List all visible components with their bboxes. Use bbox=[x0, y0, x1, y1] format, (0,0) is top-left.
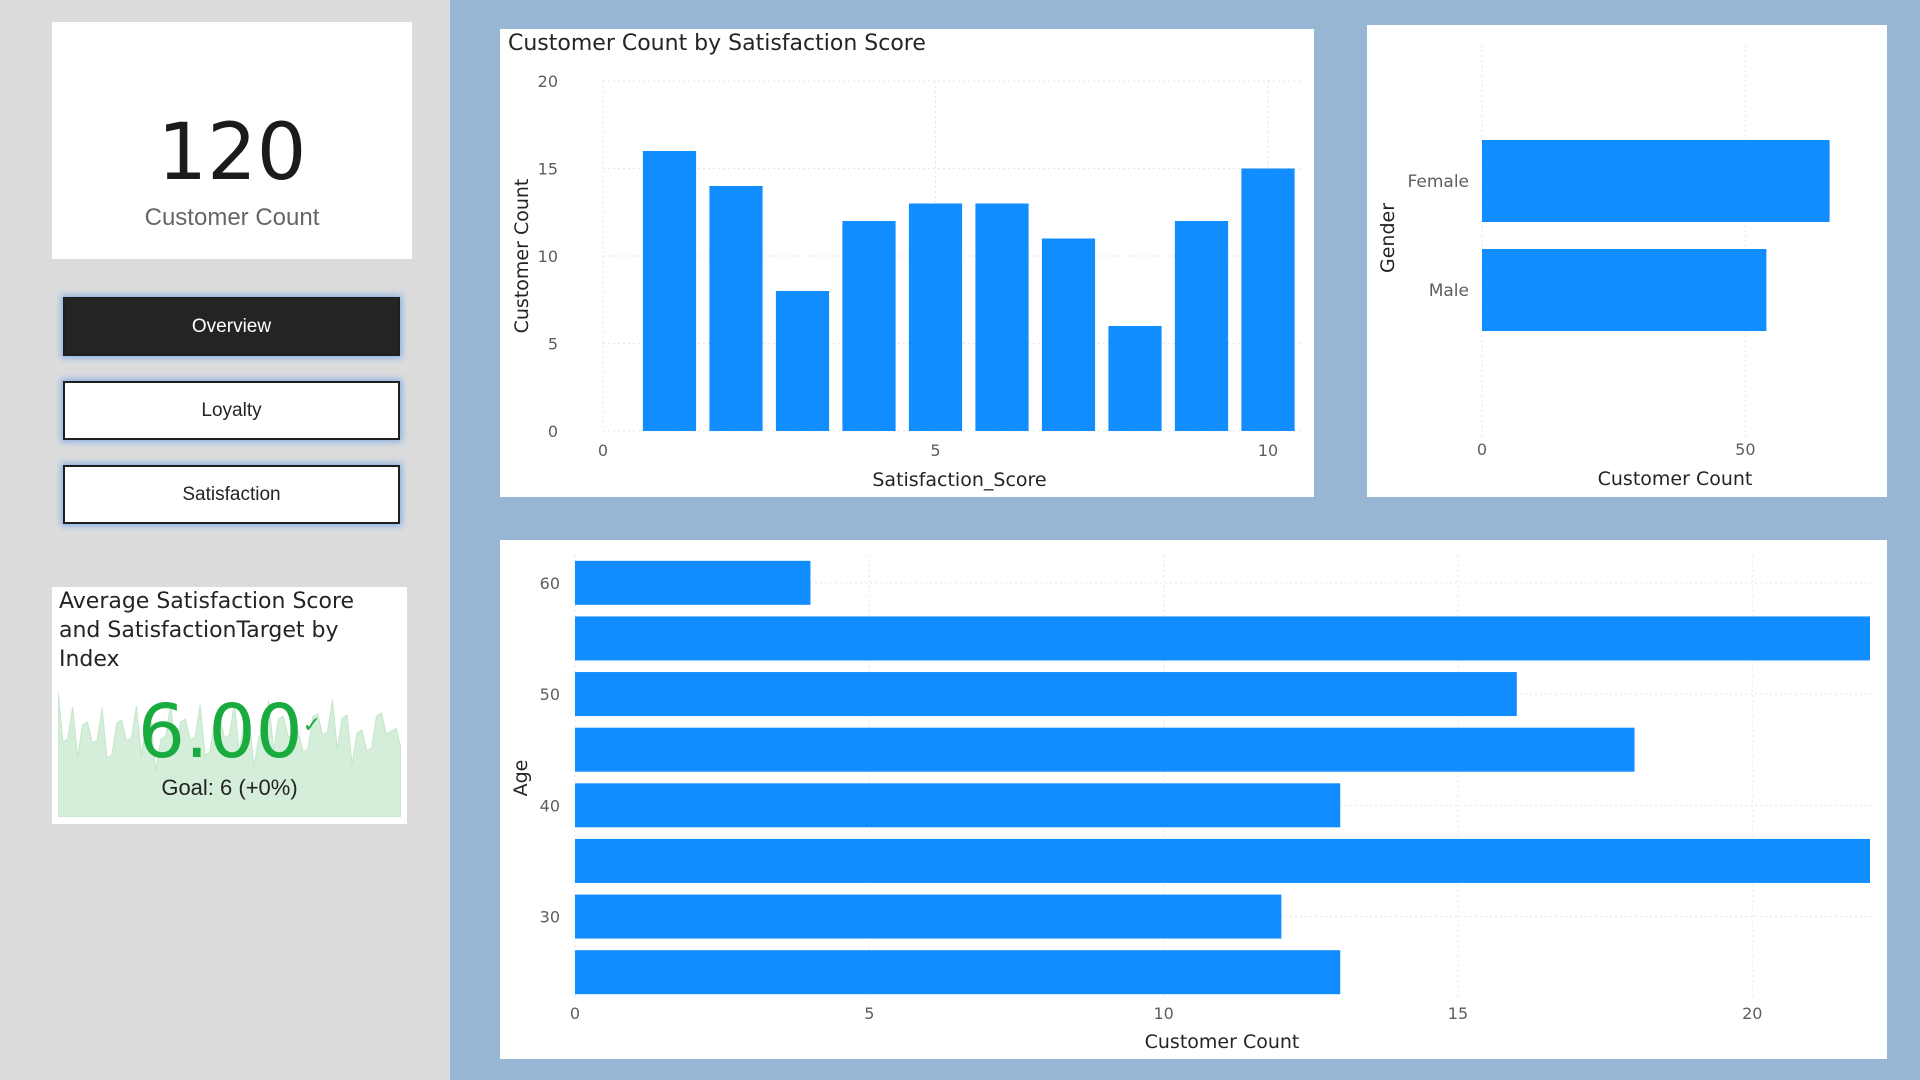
y-axis-label: Age bbox=[510, 760, 532, 797]
bar-score-3 bbox=[775, 291, 830, 431]
y-tick-label: Male bbox=[1429, 281, 1469, 301]
loyalty-button[interactable]: Loyalty bbox=[63, 381, 400, 440]
x-tick-label: 5 bbox=[864, 1004, 874, 1023]
customer-count-card: 120 Customer Count bbox=[52, 22, 412, 259]
bar-score-6 bbox=[975, 203, 1029, 431]
y-tick-label: 10 bbox=[538, 247, 558, 266]
bar-score-1 bbox=[642, 151, 697, 431]
kpi-value-row: 6.00✓ bbox=[52, 695, 407, 769]
x-tick-label: 0 bbox=[598, 441, 608, 460]
kpi-value: 6.00 bbox=[137, 689, 303, 775]
bar-age-30 bbox=[575, 894, 1282, 939]
chart-title: Customer Count by Satisfaction Score bbox=[508, 31, 926, 56]
age-chart[interactable]: 0 5 10 15 20 60 50 40 30 Customer Count Age bbox=[500, 540, 1887, 1059]
x-axis-label: Customer Count bbox=[1145, 1031, 1300, 1053]
bar-male bbox=[1482, 249, 1767, 331]
x-tick-label: 50 bbox=[1735, 440, 1755, 459]
y-tick-label: 30 bbox=[540, 908, 560, 927]
x-tick-label: 0 bbox=[1477, 440, 1487, 459]
bar-age-40 bbox=[575, 783, 1341, 828]
x-tick-label: 10 bbox=[1258, 441, 1278, 460]
bar-score-5 bbox=[908, 203, 963, 431]
x-tick-label: 20 bbox=[1742, 1004, 1762, 1023]
y-tick-label: 15 bbox=[538, 160, 558, 179]
y-axis-label: Customer Count bbox=[511, 179, 533, 334]
satisfaction-score-chart[interactable]: 0 5 10 15 20 0 5 10 Satisfaction_Score Customer C… bbox=[500, 29, 1314, 497]
kpi-sparkline bbox=[58, 691, 401, 817]
card-value: 120 bbox=[157, 108, 307, 198]
gender-chart[interactable]: 0 50 Female Male Customer Count Gender bbox=[1367, 25, 1887, 497]
y-tick-label: 50 bbox=[540, 685, 560, 704]
x-tick-label: 0 bbox=[570, 1004, 580, 1023]
x-tick-label: 5 bbox=[930, 441, 940, 460]
satisfaction-score-chart-svg: 0 5 10 15 20 0 5 10 Satisfaction_Score Customer C… bbox=[511, 72, 1300, 491]
y-tick-label: 5 bbox=[548, 335, 558, 354]
bar-age-50 bbox=[575, 672, 1517, 717]
bar-score-10 bbox=[1241, 168, 1295, 431]
kpi-title: Average Satisfaction Score and Satisfact… bbox=[59, 589, 355, 672]
bar-score-9 bbox=[1174, 221, 1229, 431]
kpi-goal: Goal: 6 (+0%) bbox=[161, 775, 298, 800]
overview-button[interactable]: Overview bbox=[63, 297, 400, 356]
age-chart-svg: 0 5 10 15 20 60 50 40 30 Customer Count Age bbox=[510, 555, 1875, 1053]
y-tick-label: 40 bbox=[540, 796, 560, 815]
card-label: Customer Count bbox=[144, 204, 320, 231]
bar-age-25 bbox=[575, 950, 1341, 995]
y-tick-label: 60 bbox=[540, 574, 560, 593]
left-panel: 120 Customer Count Overview Loyalty Sati… bbox=[0, 0, 450, 1080]
x-tick-label: 15 bbox=[1448, 1004, 1468, 1023]
bar-female bbox=[1482, 140, 1830, 222]
bar-score-2 bbox=[709, 186, 763, 431]
y-tick-label: 0 bbox=[548, 422, 558, 441]
satisfaction-button[interactable]: Satisfaction bbox=[63, 465, 400, 524]
gender-chart-svg: 0 50 Female Male Customer Count Gender bbox=[1377, 45, 1830, 490]
x-axis-label: Satisfaction_Score bbox=[872, 469, 1046, 491]
x-tick-label: 10 bbox=[1153, 1004, 1173, 1023]
bar-score-7 bbox=[1041, 238, 1096, 431]
bar-age-55 bbox=[575, 616, 1870, 661]
check-icon: ✓ bbox=[302, 713, 322, 738]
bar-score-4 bbox=[842, 221, 896, 431]
bar-age-45 bbox=[575, 727, 1635, 772]
y-tick-label: Female bbox=[1408, 172, 1469, 192]
bar-age-35 bbox=[575, 838, 1870, 883]
bar-age-60 bbox=[575, 560, 811, 605]
y-tick-label: 20 bbox=[538, 72, 558, 91]
y-axis-label: Gender bbox=[1377, 203, 1399, 273]
bar-score-8 bbox=[1108, 326, 1162, 431]
kpi-satisfaction: Average Satisfaction Score and Satisfact… bbox=[52, 587, 407, 824]
x-axis-label: Customer Count bbox=[1598, 468, 1753, 490]
